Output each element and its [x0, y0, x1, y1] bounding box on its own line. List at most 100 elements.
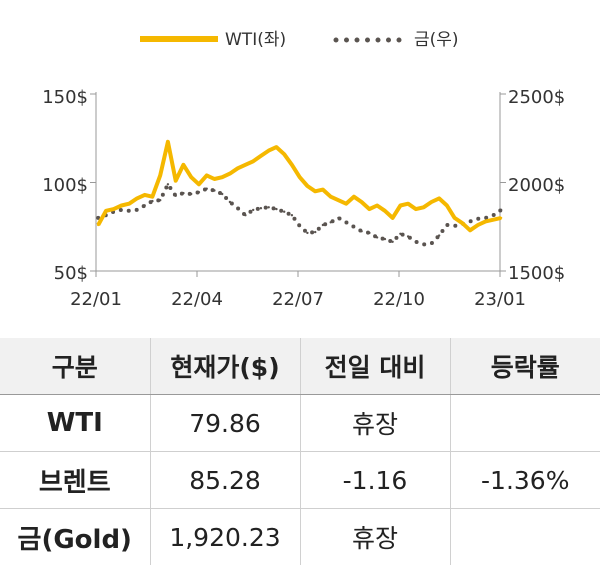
data-point-wti — [322, 188, 324, 190]
data-point-wti — [384, 210, 386, 212]
data-point-gold — [477, 218, 479, 220]
data-point-wti — [337, 199, 339, 201]
data-point-gold — [198, 191, 200, 193]
data-point-gold — [330, 221, 332, 223]
data-point-gold — [206, 188, 208, 190]
data-point-wti — [244, 164, 246, 166]
row-label: 금(Gold) — [0, 509, 150, 565]
cell-change: 휴장 — [300, 395, 450, 452]
data-point-wti — [213, 178, 215, 180]
data-point-wti — [376, 204, 378, 206]
data-point-gold — [136, 209, 138, 211]
data-point-gold — [221, 193, 223, 195]
data-point-wti — [391, 217, 393, 219]
data-point-wti — [314, 190, 316, 192]
x-tick-label: 22/10 — [373, 289, 425, 310]
cell-change: -1.16 — [300, 452, 450, 509]
data-point-gold — [360, 230, 362, 232]
data-point-wti — [167, 141, 169, 143]
data-point-gold — [384, 238, 386, 240]
data-point-wti — [159, 174, 161, 176]
data-point-wti — [446, 204, 448, 206]
data-point-wti — [477, 224, 479, 226]
y-left-tick-label: 100$ — [42, 175, 88, 196]
data-point-gold — [159, 199, 161, 201]
legend-label-gold: 금(우) — [414, 30, 459, 50]
cell-change: 휴장 — [300, 509, 450, 565]
data-point-gold — [337, 217, 339, 219]
data-point-gold — [275, 208, 277, 210]
row-label: 브렌트 — [0, 452, 150, 509]
data-point-gold — [144, 204, 146, 206]
data-point-gold — [306, 232, 308, 234]
data-point-gold — [422, 243, 424, 245]
data-point-gold — [438, 234, 440, 236]
table-header-row: 구분 현재가($) 전일 대비 등락률 — [0, 338, 600, 395]
data-point-wti — [128, 203, 130, 205]
header-change-rate: 등락률 — [450, 338, 600, 395]
x-tick-label: 23/01 — [474, 289, 526, 310]
data-point-gold — [399, 233, 401, 235]
data-point-gold — [299, 225, 301, 227]
data-point-wti — [221, 176, 223, 178]
series-layer — [97, 141, 502, 246]
data-point-gold — [291, 214, 293, 216]
table-row: 브렌트 85.28 -1.16 -1.36% — [0, 452, 600, 509]
data-point-wti — [182, 164, 184, 166]
data-point-gold — [244, 214, 246, 216]
legend: WTI(좌) 금(우) — [140, 30, 459, 50]
y-left-tick-label: 50$ — [54, 263, 88, 284]
cell-rate — [450, 395, 600, 452]
data-point-gold — [237, 207, 239, 209]
data-point-gold — [415, 241, 417, 243]
data-point-gold — [260, 207, 262, 209]
series-line-gold — [98, 184, 501, 244]
data-point-gold — [283, 211, 285, 213]
data-point-wti — [275, 146, 277, 148]
data-point-gold — [353, 226, 355, 228]
data-point-gold — [322, 224, 324, 226]
x-tick-label: 22/04 — [171, 289, 223, 310]
data-point-wti — [330, 196, 332, 198]
header-category: 구분 — [0, 338, 150, 395]
data-point-gold — [190, 193, 192, 195]
data-point-wti — [198, 183, 200, 185]
data-point-wti — [484, 220, 486, 222]
data-point-wti — [144, 194, 146, 196]
data-point-wti — [190, 176, 192, 178]
data-point-wti — [407, 203, 409, 205]
data-point-gold — [229, 201, 231, 203]
data-point-wti — [260, 155, 262, 157]
x-tick-label: 22/01 — [70, 289, 122, 310]
data-point-wti — [105, 210, 107, 212]
data-point-gold — [128, 210, 130, 212]
data-point-gold — [345, 221, 347, 223]
data-point-wti — [268, 149, 270, 151]
data-point-wti — [151, 196, 153, 198]
header-change: 전일 대비 — [300, 338, 450, 395]
data-point-wti — [229, 172, 231, 174]
data-point-gold — [252, 209, 254, 211]
data-point-wti — [469, 229, 471, 231]
data-point-wti — [306, 185, 308, 187]
cell-rate: -1.36% — [450, 452, 600, 509]
data-point-gold — [446, 224, 448, 226]
y-right-tick-label: 2000$ — [508, 175, 565, 196]
series-line-wti — [98, 142, 501, 231]
data-point-gold — [469, 220, 471, 222]
data-point-gold — [182, 192, 184, 194]
data-point-gold — [500, 209, 502, 211]
data-point-wti — [360, 201, 362, 203]
data-point-wti — [438, 197, 440, 199]
data-point-gold — [314, 231, 316, 233]
data-point-wti — [97, 224, 99, 226]
data-point-gold — [368, 232, 370, 234]
data-point-wti — [353, 196, 355, 198]
data-point-wti — [345, 203, 347, 205]
table-row: 금(Gold) 1,920.23 휴장 — [0, 509, 600, 565]
data-point-gold — [120, 209, 122, 211]
data-point-wti — [492, 219, 494, 221]
cell-price: 79.86 — [150, 395, 300, 452]
data-point-wti — [453, 217, 455, 219]
data-point-gold — [492, 214, 494, 216]
